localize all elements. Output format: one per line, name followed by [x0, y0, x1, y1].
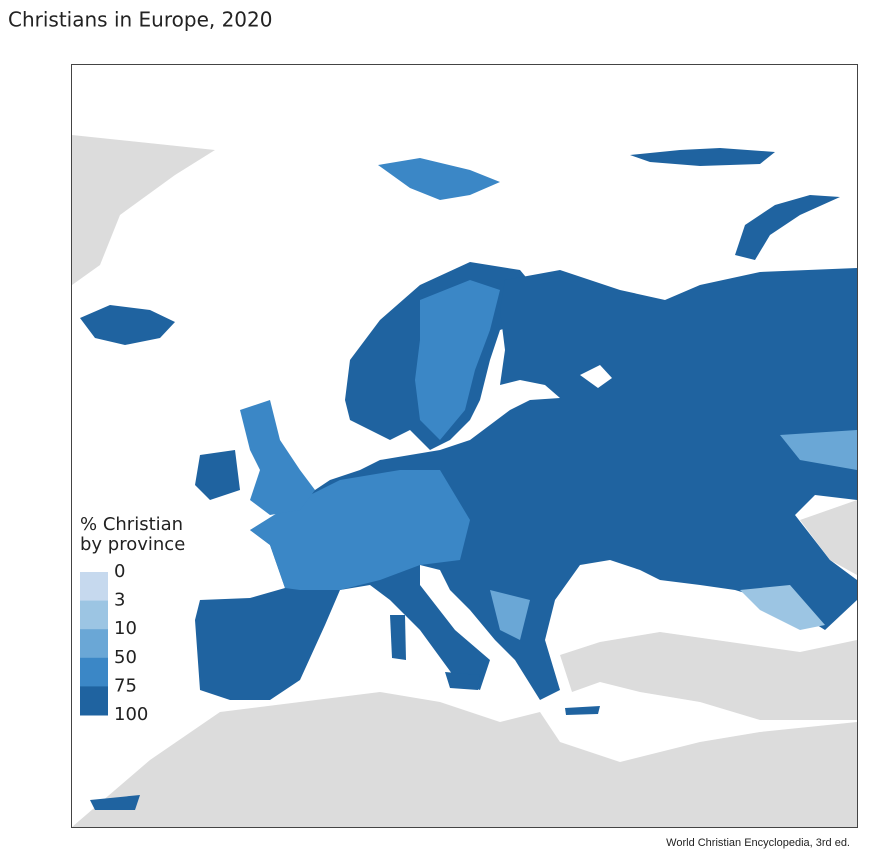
region [80, 305, 175, 345]
legend-label: 75 [114, 675, 137, 696]
region [735, 195, 840, 260]
land-other [560, 632, 857, 720]
legend-title: % Christian [80, 514, 183, 535]
map [71, 64, 858, 828]
region [390, 615, 406, 660]
region [630, 148, 775, 166]
region [740, 585, 825, 630]
region [378, 158, 500, 200]
legend-label: 3 [114, 590, 125, 611]
region [445, 672, 480, 690]
region [240, 400, 315, 515]
legend-swatch [80, 629, 108, 659]
legend-swatch [80, 572, 108, 602]
legend-swatch [80, 657, 108, 687]
legend: % Christian by province 0 3 10 50 75 100 [80, 514, 185, 725]
region [565, 706, 600, 715]
legend-label: 100 [114, 704, 148, 725]
region [580, 365, 612, 388]
legend-swatch [80, 686, 108, 716]
legend-swatch [80, 600, 108, 630]
region [415, 280, 500, 440]
land-other [72, 135, 215, 285]
source-note: World Christian Encyclopedia, 3rd ed. [666, 837, 850, 849]
region [780, 430, 857, 470]
legend-label: 50 [114, 647, 137, 668]
legend-title: by province [80, 534, 185, 555]
region [195, 450, 240, 500]
region [490, 590, 530, 640]
legend-label: 10 [114, 618, 137, 639]
region [195, 268, 857, 700]
legend-label: 0 [114, 561, 125, 582]
land-other [72, 692, 857, 827]
map-title: Christians in Europe, 2020 [8, 8, 272, 32]
land-other [800, 500, 857, 575]
region [90, 795, 140, 810]
